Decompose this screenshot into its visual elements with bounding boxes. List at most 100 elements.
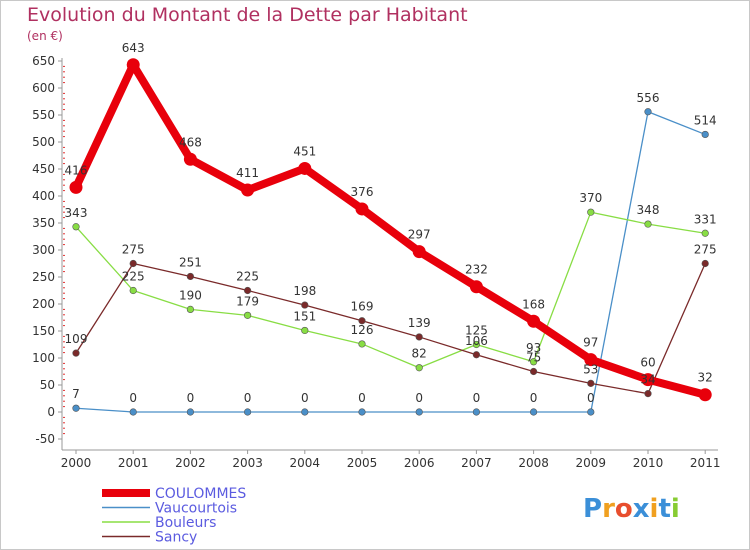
x-tick-label: 2009 [576,456,607,470]
y-tick-label: 250 [32,270,55,284]
data-label-bouleurs: 331 [694,212,717,226]
data-point-vaucourtois [186,408,194,416]
data-point-vaucourtois [701,130,709,139]
data-label-vaucourtois: 7 [72,387,80,401]
y-tick-label: -50 [35,432,55,446]
proxiti-logo: Proxiti [583,494,680,524]
series-line-bouleurs [75,211,706,369]
series-line-sancy [75,262,706,395]
data-label-coulommes: 451 [293,144,316,158]
data-label-sancy: 109 [65,332,88,346]
y-tick-label: 350 [32,216,55,230]
data-label-vaucourtois: 514 [694,113,717,127]
data-point-bouleurs [644,220,652,228]
y-tick-label: 500 [32,135,55,149]
y-tick-label: 550 [32,108,55,122]
data-point-sancy [129,259,137,268]
data-point-coulommes [355,202,369,216]
x-tick-label: 2002 [175,456,206,470]
x-tick-label: 2007 [461,456,492,470]
data-point-sancy [701,259,709,268]
data-label-sancy: 169 [351,300,374,314]
data-point-coulommes [298,161,312,175]
data-label-bouleurs: 126 [351,323,374,337]
data-point-coulommes [527,314,541,328]
data-label-coulommes: 643 [122,41,145,55]
x-tick-label: 2008 [518,456,549,470]
data-point-coulommes [412,245,426,259]
data-point-coulommes [698,388,712,402]
data-point-bouleurs [301,326,309,335]
data-point-bouleurs [529,358,538,366]
data-point-sancy [301,301,309,309]
chart-title: Evolution du Montant de la Dette par Hab… [27,4,468,26]
data-label-coulommes: 32 [698,371,713,385]
data-point-sancy [644,390,652,398]
data-label-coulommes: 468 [179,135,202,149]
data-point-coulommes [584,353,598,367]
x-tick-label: 2011 [690,456,721,470]
y-tick-label: 0 [47,405,55,419]
y-tick-label: 650 [32,54,55,68]
data-label-sancy: 53 [583,362,598,376]
data-point-sancy [472,351,481,359]
data-label-bouleurs: 348 [637,203,660,217]
x-tick-label: 2010 [633,456,664,470]
data-point-coulommes [641,373,655,387]
data-label-sancy: 275 [122,243,145,257]
data-point-sancy [358,317,366,325]
data-label-coulommes: 297 [408,228,431,242]
data-label-sancy: 34 [640,373,655,387]
data-label-sancy: 225 [236,270,259,284]
data-point-bouleurs [587,208,595,216]
data-point-coulommes [183,152,197,166]
data-point-vaucourtois [472,408,481,416]
data-point-vaucourtois [644,108,652,116]
y-tick-label: 600 [32,81,55,95]
data-point-bouleurs [415,364,423,372]
data-label-coulommes: 411 [236,166,259,180]
data-label-coulommes: 168 [522,297,545,311]
y-tick-label: 450 [32,162,55,176]
data-label-bouleurs: 370 [579,191,602,205]
data-point-vaucourtois [587,408,595,416]
data-label-vaucourtois: 0 [244,391,252,405]
data-label-bouleurs: 93 [526,341,541,355]
x-tick-label: 2003 [232,456,263,470]
y-tick-label: 200 [32,297,55,311]
data-label-vaucourtois: 0 [587,391,595,405]
data-label-vaucourtois: 0 [415,391,423,405]
data-label-bouleurs: 151 [293,309,316,323]
data-label-coulommes: 60 [640,356,655,370]
data-point-vaucourtois [129,408,137,416]
data-label-bouleurs: 225 [122,270,145,284]
data-point-sancy [186,272,194,281]
data-label-sancy: 139 [408,316,431,330]
data-label-bouleurs: 343 [65,206,88,220]
data-point-sancy [72,349,80,357]
data-point-bouleurs [472,340,481,349]
data-label-sancy: 75 [526,351,541,365]
data-label-bouleurs: 125 [465,324,488,338]
data-point-vaucourtois [244,408,252,416]
data-point-bouleurs [186,305,194,314]
y-tick-label: 50 [40,378,55,392]
data-label-bouleurs: 82 [412,347,427,361]
y-tick-label: 400 [32,189,55,203]
data-label-sancy: 275 [694,243,717,257]
data-label-coulommes: 97 [583,336,598,350]
data-point-bouleurs [72,223,80,231]
x-tick-label: 2006 [404,456,435,470]
data-point-sancy [587,379,595,387]
data-point-sancy [529,367,538,376]
data-point-sancy [415,333,423,341]
data-point-sancy [244,286,252,295]
x-tick-label: 2001 [118,456,149,470]
data-label-vaucourtois: 0 [530,391,538,405]
legend-label-vaucourtois: Vaucourtois [155,501,237,517]
data-point-vaucourtois [72,404,80,412]
legend-label-bouleurs: Bouleurs [155,515,216,531]
series-line-coulommes [72,60,710,399]
data-label-vaucourtois: 0 [187,391,195,405]
